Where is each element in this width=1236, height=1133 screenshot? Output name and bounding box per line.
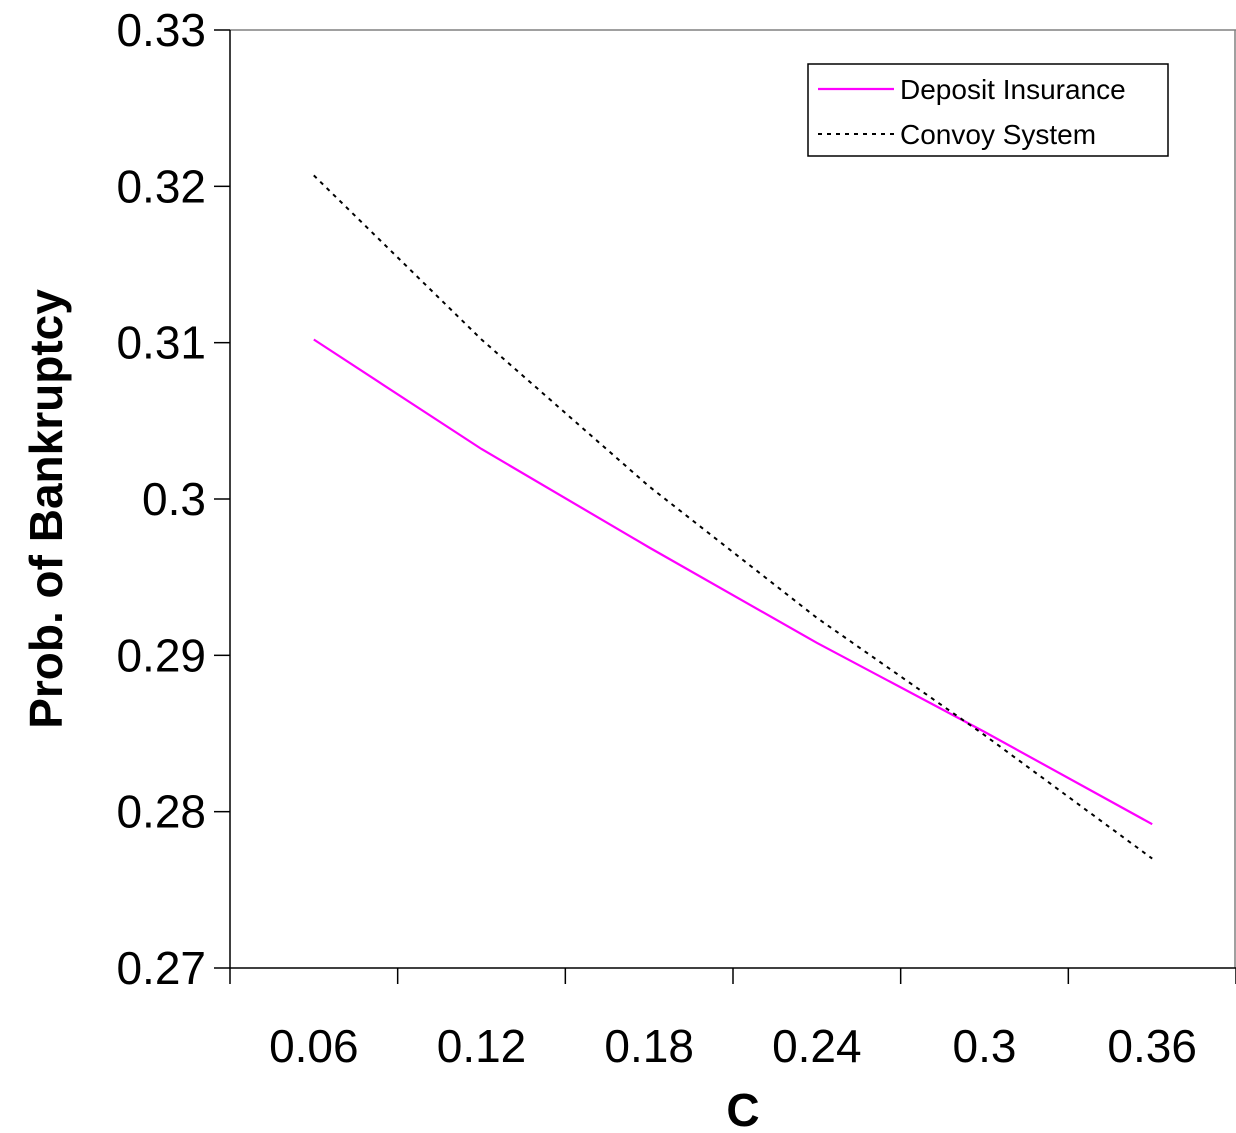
legend: Deposit Insurance Convoy System xyxy=(807,63,1169,157)
legend-label-convoy-system: Convoy System xyxy=(900,119,1096,150)
y-tick-label: 0.3 xyxy=(142,473,206,525)
y-tick-label: 0.31 xyxy=(116,317,206,369)
series-line-convoy-system xyxy=(313,174,1153,860)
y-tick-label: 0.32 xyxy=(116,160,206,212)
x-tick-label: 0.18 xyxy=(604,1020,694,1072)
legend-label-deposit-insurance: Deposit Insurance xyxy=(900,74,1126,105)
x-tick-label: 0.3 xyxy=(953,1020,1017,1072)
series-layer xyxy=(313,174,1153,860)
x-axis-title: C xyxy=(726,1084,759,1133)
series-line-deposit-insurance xyxy=(313,338,1153,826)
x-tick-label: 0.36 xyxy=(1107,1020,1197,1072)
legend-box xyxy=(807,63,1169,157)
y-tick-label: 0.27 xyxy=(116,942,206,994)
y-tick-label: 0.29 xyxy=(116,629,206,681)
y-axis-title: Prob. of Bankruptcy xyxy=(20,289,72,729)
y-tick-label: 0.33 xyxy=(116,4,206,56)
axis-ticks: 0.33 0.32 0.31 0.3 0.29 0.28 0.27 0.06 0.12 0.18 0… xyxy=(116,4,1236,1072)
plot-area xyxy=(229,29,1236,969)
x-tick-label: 0.24 xyxy=(772,1020,862,1072)
y-tick-label: 0.28 xyxy=(116,786,206,838)
x-tick-label: 0.12 xyxy=(437,1020,527,1072)
x-tick-label: 0.06 xyxy=(269,1020,359,1072)
